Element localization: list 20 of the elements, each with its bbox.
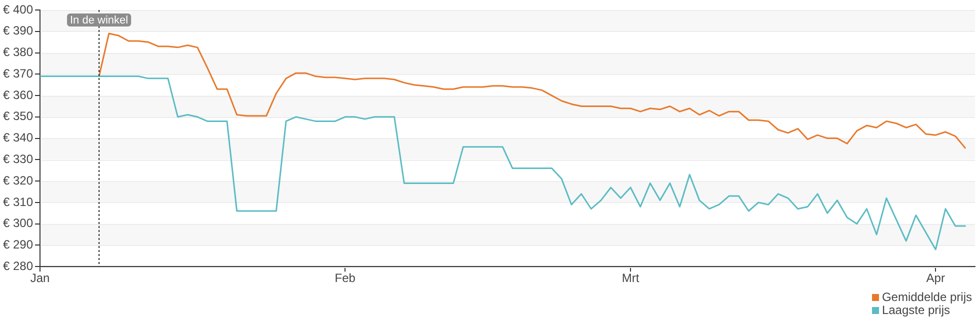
- y-tick-label: € 300: [2, 216, 34, 230]
- y-tick-label: € 310: [2, 194, 34, 209]
- y-tick-label: € 280: [2, 258, 34, 273]
- x-tick-label: Apr: [926, 271, 945, 286]
- y-tick-label: € 380: [2, 45, 34, 60]
- x-tick-label: Jan: [30, 271, 50, 286]
- legend-label: Gemiddelde prijs: [882, 290, 972, 304]
- ref-line-label: In de winkel: [70, 14, 128, 27]
- x-tick-label: Feb: [334, 271, 356, 286]
- y-tick-label: € 320: [2, 173, 34, 188]
- legend-label: Laagste prijs: [882, 303, 950, 317]
- y-tick-label: € 340: [2, 130, 34, 145]
- y-tick-label: € 330: [2, 152, 34, 166]
- y-tick-label: € 400: [2, 2, 34, 16]
- y-tick-label: € 350: [2, 109, 34, 124]
- y-tick-label: € 390: [2, 24, 34, 38]
- y-tick-label: € 290: [2, 238, 34, 252]
- x-tick-label: Mrt: [622, 271, 640, 286]
- y-tick-label: € 360: [2, 88, 34, 102]
- y-tick-label: € 370: [2, 66, 34, 80]
